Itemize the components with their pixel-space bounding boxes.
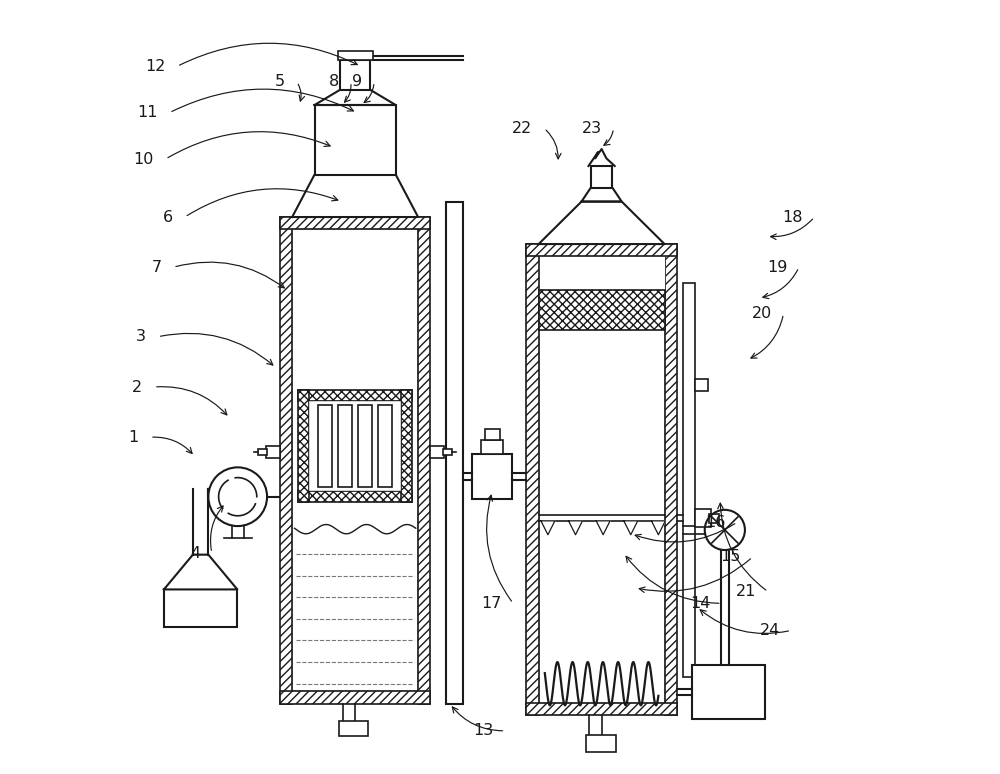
Bar [280, 217, 292, 704]
Text: 18: 18 [782, 210, 803, 224]
Bar [340, 60, 370, 90]
Text: 9: 9 [352, 74, 362, 89]
Polygon shape [569, 521, 582, 535]
Bar [692, 665, 765, 719]
Text: 24: 24 [759, 623, 780, 638]
Text: 10: 10 [133, 152, 154, 166]
Text: 4: 4 [190, 546, 200, 560]
Text: 16: 16 [705, 515, 726, 529]
Bar [446, 201, 463, 704]
Bar [539, 289, 665, 330]
Polygon shape [596, 521, 610, 535]
Bar [298, 390, 309, 502]
Bar [526, 703, 677, 715]
Bar [309, 401, 401, 491]
Bar [443, 449, 452, 455]
Text: 7: 7 [151, 260, 162, 275]
Bar [539, 256, 665, 289]
Text: 13: 13 [474, 724, 494, 738]
Bar [695, 509, 711, 527]
Bar [164, 590, 237, 626]
Polygon shape [541, 521, 555, 535]
Bar [338, 405, 352, 488]
Polygon shape [651, 521, 665, 535]
Bar [298, 390, 412, 401]
Bar [280, 217, 430, 229]
Bar [266, 446, 280, 458]
Text: 23: 23 [582, 121, 602, 135]
Bar [586, 735, 616, 752]
Bar [378, 405, 392, 488]
Text: 5: 5 [275, 74, 285, 89]
Bar [338, 51, 373, 60]
Polygon shape [315, 90, 396, 105]
Bar [358, 405, 372, 488]
Bar [292, 229, 418, 691]
Text: 11: 11 [137, 105, 158, 120]
Text: 2: 2 [132, 379, 142, 395]
Text: 12: 12 [145, 59, 165, 74]
Bar [472, 454, 512, 499]
Text: 6: 6 [163, 210, 173, 224]
Bar [665, 244, 677, 715]
Bar [430, 446, 444, 458]
Text: 21: 21 [736, 584, 757, 599]
Text: 22: 22 [512, 121, 532, 135]
Text: 8: 8 [329, 74, 339, 89]
Bar [695, 378, 708, 391]
Text: 3: 3 [136, 329, 146, 344]
Polygon shape [292, 174, 418, 217]
Bar [485, 430, 500, 440]
Text: 19: 19 [767, 260, 787, 275]
Text: 14: 14 [690, 596, 710, 611]
Bar [318, 405, 332, 488]
Polygon shape [164, 555, 237, 590]
Bar [683, 283, 695, 676]
Polygon shape [582, 187, 622, 201]
Polygon shape [539, 201, 665, 244]
Bar [339, 721, 368, 736]
Bar [539, 256, 665, 703]
Text: 17: 17 [481, 596, 502, 611]
Bar [280, 691, 430, 704]
Bar [591, 166, 612, 187]
Bar [401, 390, 412, 502]
Bar [315, 105, 396, 174]
Text: 15: 15 [721, 550, 741, 564]
Bar [481, 440, 503, 454]
Bar [526, 244, 539, 715]
Bar [258, 449, 267, 455]
Bar [709, 513, 719, 522]
Polygon shape [624, 521, 638, 535]
Bar [418, 217, 430, 704]
Bar [298, 491, 412, 502]
Bar [526, 244, 677, 256]
Text: 20: 20 [752, 306, 772, 321]
Text: 1: 1 [128, 430, 138, 445]
